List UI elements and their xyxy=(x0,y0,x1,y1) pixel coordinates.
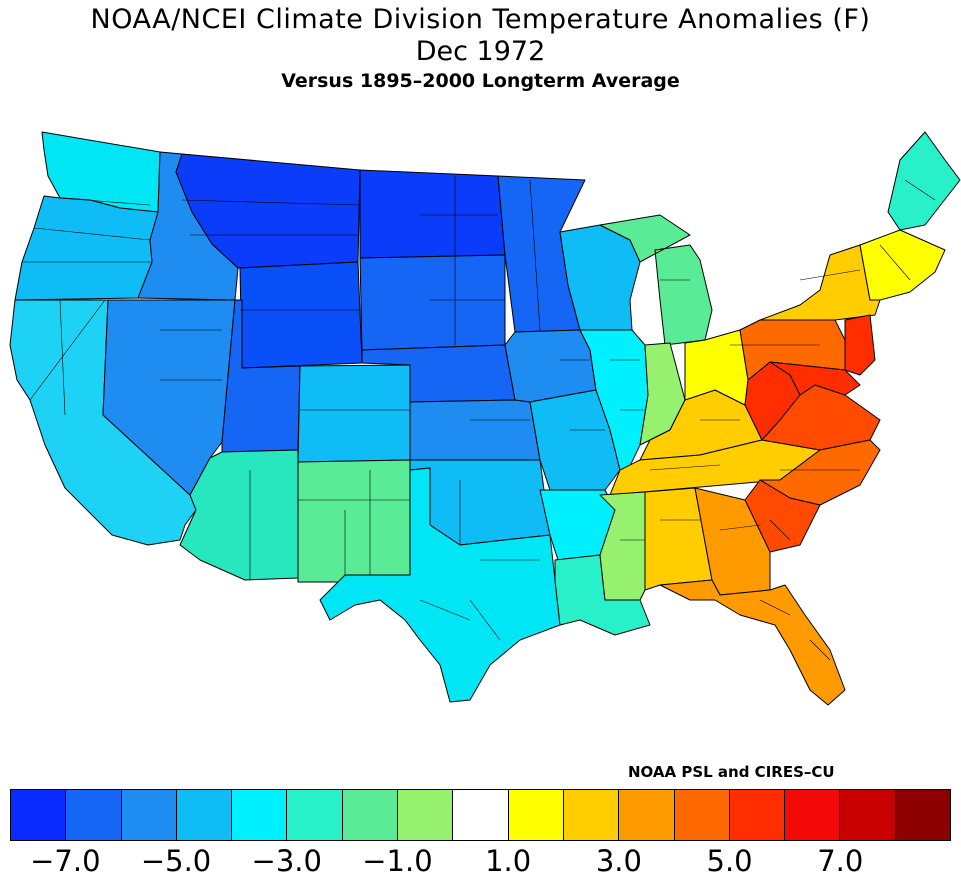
region-maine xyxy=(887,131,961,231)
legend-tick-label: −1.0 xyxy=(362,844,433,878)
region-texas xyxy=(319,467,561,703)
legend-tick-label: 5.0 xyxy=(706,844,753,878)
us-anomaly-map xyxy=(9,131,961,706)
division-line xyxy=(759,599,791,616)
legend-swatch xyxy=(176,790,233,840)
legend-tick-label: −7.0 xyxy=(30,844,101,878)
legend-swatch xyxy=(785,790,841,840)
legend-swatch xyxy=(398,790,454,840)
division-line xyxy=(649,464,721,471)
region-florida xyxy=(659,579,846,706)
division-line xyxy=(809,639,831,661)
region-new-mexico xyxy=(297,459,411,583)
legend-swatch xyxy=(563,790,620,840)
credit-text: NOAA PSL and CIRES–CU xyxy=(628,763,835,781)
division-line xyxy=(29,299,106,401)
region-iowa xyxy=(504,329,597,403)
legend-swatch xyxy=(840,790,896,840)
legend-swatch xyxy=(11,790,67,840)
division-line xyxy=(879,244,911,281)
division-line xyxy=(469,599,501,641)
legend-swatch xyxy=(232,790,288,840)
division-line xyxy=(719,524,761,531)
division-line xyxy=(33,227,151,241)
region-kansas xyxy=(409,399,541,461)
map-subtitle: Versus 1895–2000 Longterm Average xyxy=(281,70,680,92)
legend-swatch xyxy=(66,790,122,840)
legend-swatch xyxy=(453,790,509,840)
legend-swatch xyxy=(619,790,675,840)
region-new-england xyxy=(859,229,946,301)
legend-swatch xyxy=(729,790,786,840)
legend-tick-label: 1.0 xyxy=(485,844,532,878)
division-line xyxy=(181,199,361,206)
legend-swatch xyxy=(342,790,399,840)
region-maryland xyxy=(769,361,861,396)
region-colorado xyxy=(297,364,411,463)
legend-tick-label: −3.0 xyxy=(251,844,322,878)
division-line xyxy=(769,519,791,541)
region-south-dakota xyxy=(359,254,506,351)
region-oregon xyxy=(14,195,159,301)
legend-swatch xyxy=(508,790,564,840)
division-line xyxy=(529,179,541,331)
division-line xyxy=(59,197,151,206)
map-title: NOAA/NCEI Climate Division Temperature A… xyxy=(90,4,871,35)
region-wyoming xyxy=(239,261,363,369)
division-line xyxy=(904,179,936,201)
legend-tick-label: −5.0 xyxy=(140,844,212,878)
legend-tick-label: 7.0 xyxy=(817,844,864,878)
legend-swatch xyxy=(674,790,730,840)
division-line xyxy=(419,599,471,621)
legend-swatch xyxy=(895,790,951,840)
division-line xyxy=(799,269,861,281)
legend-swatch xyxy=(287,790,343,840)
region-michigan xyxy=(599,214,713,346)
division-line xyxy=(59,299,66,416)
legend-tick-label: 3.0 xyxy=(595,844,642,878)
map-date: Dec 1972 xyxy=(415,36,546,67)
region-north-dakota xyxy=(359,169,506,259)
legend-swatch xyxy=(121,790,177,840)
color-legend xyxy=(10,789,951,841)
region-new-jersey xyxy=(844,314,876,376)
